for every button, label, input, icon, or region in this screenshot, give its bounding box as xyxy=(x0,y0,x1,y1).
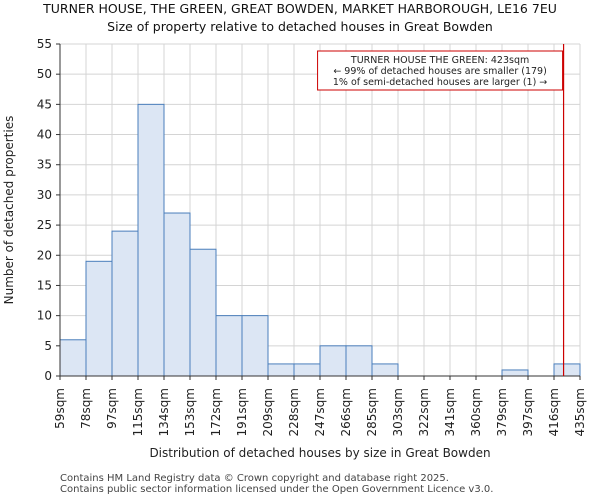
y-tick-label: 15 xyxy=(37,278,52,292)
x-tick-label: 397sqm xyxy=(521,388,535,436)
x-tick-label: 115sqm xyxy=(131,388,145,436)
histogram-bar xyxy=(111,230,139,377)
y-tick-label: 30 xyxy=(37,188,52,202)
annotation-box xyxy=(317,50,564,91)
x-tick-label: 303sqm xyxy=(391,388,405,436)
histogram-bar xyxy=(293,363,321,377)
y-tick-label: 0 xyxy=(44,369,52,383)
property-marker: TURNER HOUSE THE GREEN: 423sqm← 99% of d… xyxy=(317,44,565,376)
histogram-bar xyxy=(553,363,581,377)
footer-licence: Contains public sector information licen… xyxy=(60,484,494,495)
y-tick-label: 20 xyxy=(37,248,52,262)
y-tick-label: 50 xyxy=(37,67,52,81)
histogram-chart: 0 5 10 15 20 25 30 35 40 45 50 55 59sqm 78sqm 97sqm 115… xyxy=(2,37,587,460)
histogram-bar xyxy=(163,212,191,377)
axes: 0 5 10 15 20 25 30 35 40 45 50 55 59sqm 78sqm 97sqm 115… xyxy=(2,37,587,460)
x-tick-label: 379sqm xyxy=(495,388,509,436)
x-tick-label: 228sqm xyxy=(287,388,301,436)
x-tick-label: 134sqm xyxy=(157,388,171,436)
x-tick-label: 360sqm xyxy=(469,388,483,436)
y-tick-label: 10 xyxy=(37,309,52,323)
bars xyxy=(59,103,581,377)
histogram-bar xyxy=(189,248,217,377)
x-tick-label: 322sqm xyxy=(417,388,431,436)
y-tick-label: 25 xyxy=(37,218,52,232)
y-tick-label: 45 xyxy=(37,97,52,111)
chart-subtitle: Size of property relative to detached ho… xyxy=(107,19,493,34)
x-tick-label: 191sqm xyxy=(235,388,249,436)
histogram-bar xyxy=(85,260,113,377)
y-tick-label: 35 xyxy=(37,158,52,172)
histogram-bar xyxy=(267,363,295,377)
x-tick-label: 341sqm xyxy=(443,388,457,436)
chart-title: TURNER HOUSE, THE GREEN, GREAT BOWDEN, M… xyxy=(43,1,557,16)
x-axis-label: Distribution of detached houses by size … xyxy=(149,446,490,460)
y-axis-label: Number of detached properties xyxy=(2,116,16,305)
histogram-bar xyxy=(345,345,373,377)
histogram-bar xyxy=(137,103,165,377)
histogram-bar xyxy=(501,369,529,377)
x-tick-label: 285sqm xyxy=(365,388,379,436)
histogram-bar xyxy=(241,315,269,377)
y-tick-label: 40 xyxy=(37,128,52,142)
annotation-text: TURNER HOUSE THE GREEN: 423sqm xyxy=(350,55,529,66)
y-tick-label: 5 xyxy=(44,339,52,353)
histogram-bar xyxy=(59,339,87,377)
x-tick-label: 59sqm xyxy=(53,388,67,429)
footer-copyright: Contains HM Land Registry data © Crown c… xyxy=(60,473,449,484)
x-tick-label: 247sqm xyxy=(313,388,327,436)
y-tick-label: 55 xyxy=(37,37,52,51)
x-tick-label: 153sqm xyxy=(183,388,197,436)
annotation-text: 1% of semi-detached houses are larger (1… xyxy=(333,77,547,88)
x-tick-label: 78sqm xyxy=(79,388,93,429)
histogram-bar xyxy=(371,363,399,377)
x-tick-label: 266sqm xyxy=(339,388,353,436)
x-tick-label: 435sqm xyxy=(573,388,587,436)
histogram-bar xyxy=(215,315,243,377)
annotation-text: ← 99% of detached houses are smaller (17… xyxy=(333,66,546,77)
x-tick-label: 97sqm xyxy=(105,388,119,429)
x-tick-label: 209sqm xyxy=(261,388,275,436)
x-tick-label: 172sqm xyxy=(209,388,223,436)
histogram-bar xyxy=(319,345,347,377)
x-tick-label: 416sqm xyxy=(547,388,561,436)
